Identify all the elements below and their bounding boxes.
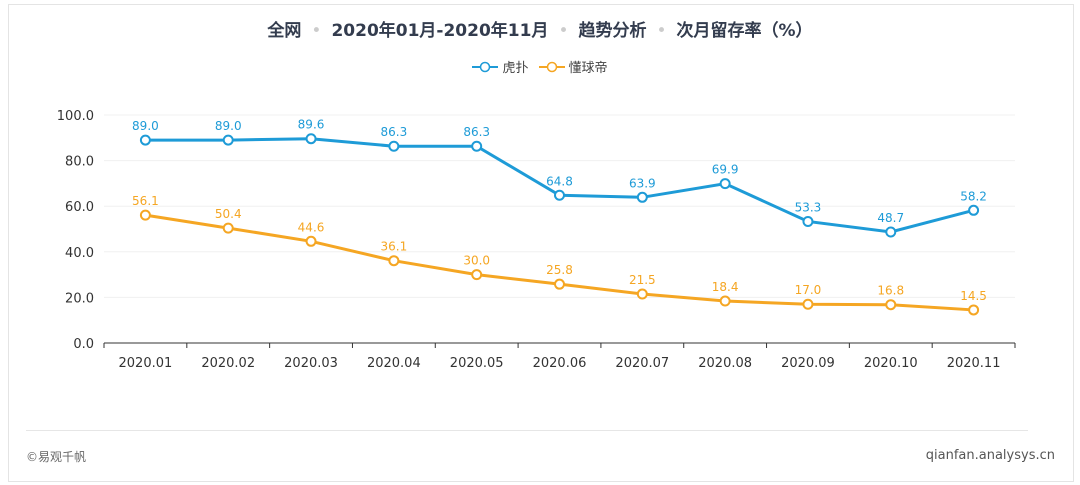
data-point [305,133,317,145]
data-label: 89.6 [298,118,325,132]
data-point [968,304,980,316]
data-label: 17.0 [795,283,822,297]
x-tick-label: 2020.08 [698,356,752,371]
x-tick-label: 2020.11 [947,356,1001,371]
y-tick-label: 40.0 [65,246,94,261]
data-label: 14.5 [960,289,987,303]
y-tick-label: 100.0 [57,109,94,124]
y-tick-label: 80.0 [65,155,94,170]
data-label: 18.4 [712,280,739,294]
legend-item[interactable]: 虎扑 [472,57,529,76]
title-part: 次月留存率（%） [676,21,813,41]
data-point [802,298,814,310]
data-label: 44.6 [298,220,325,234]
data-label: 58.2 [960,189,987,203]
title-part: 2020年01月-2020年11月 [331,21,549,41]
data-label: 63.9 [629,176,656,190]
data-point [139,134,151,146]
legend-label: 懂球帝 [568,61,608,76]
title-part: 趋势分析 [578,21,647,41]
data-label: 25.8 [546,263,573,277]
data-label: 64.8 [546,174,573,188]
data-label: 86.3 [463,125,490,139]
source-label: ©易观千帆 [26,450,87,464]
legend-marker-icon [472,61,499,72]
x-tick-label: 2020.05 [450,356,504,371]
data-label: 89.0 [215,119,242,133]
data-point [885,226,897,238]
data-point [471,140,483,152]
data-point [968,204,980,216]
data-point [305,235,317,247]
data-point [554,278,565,290]
data-label: 50.4 [215,207,242,221]
x-tick-label: 2020.10 [864,356,918,371]
data-point [139,209,151,221]
data-label: 16.8 [877,284,904,298]
chart-frame [8,4,1074,482]
x-tick-label: 2020.07 [615,356,669,371]
data-point [222,134,234,146]
x-tick-label: 2020.06 [533,356,587,371]
title-part: 全网 [267,21,302,41]
data-point [388,255,400,267]
y-tick-label: 60.0 [65,200,94,215]
data-point [222,222,234,234]
x-tick-label: 2020.01 [119,356,173,371]
data-label: 36.1 [381,240,408,254]
legend-label: 虎扑 [502,61,529,76]
x-tick-label: 2020.03 [284,356,338,371]
data-label: 86.3 [381,125,408,139]
data-point [802,215,814,227]
x-tick-label: 2020.02 [201,356,255,371]
y-tick-label: 0.0 [73,337,94,352]
plot-area: 0.0 20.0 40.0 60.0 80.0 100.0 2020.01 2020.02 20… [57,109,1016,371]
x-tick-label: 2020.09 [781,356,835,371]
data-label: 89.0 [132,119,159,133]
data-label: 56.1 [132,194,159,208]
y-tick-label: 20.0 [65,291,94,306]
data-point [719,178,731,190]
data-point [719,295,731,307]
site-label: qianfan.analysys.cn [925,448,1055,463]
data-label: 21.5 [629,273,656,287]
legend: 虎扑 懂球帝 [0,57,1080,77]
data-point [636,288,648,300]
data-label: 53.3 [795,200,822,214]
x-tick-label: 2020.04 [367,356,421,371]
legend-item[interactable]: 懂球帝 [538,57,608,76]
chart-title: 全网 • 2020年01月-2020年11月 • 趋势分析 • 次月留存率（%） [267,21,813,41]
data-label: 48.7 [877,211,904,225]
data-label: 30.0 [463,254,490,268]
data-label: 69.9 [712,163,739,177]
legend-marker-icon [538,61,565,72]
data-point [388,140,400,152]
data-point [554,189,565,201]
data-point [471,269,483,281]
footer-divider [26,430,1028,431]
data-point [885,299,897,311]
data-point [636,191,648,203]
